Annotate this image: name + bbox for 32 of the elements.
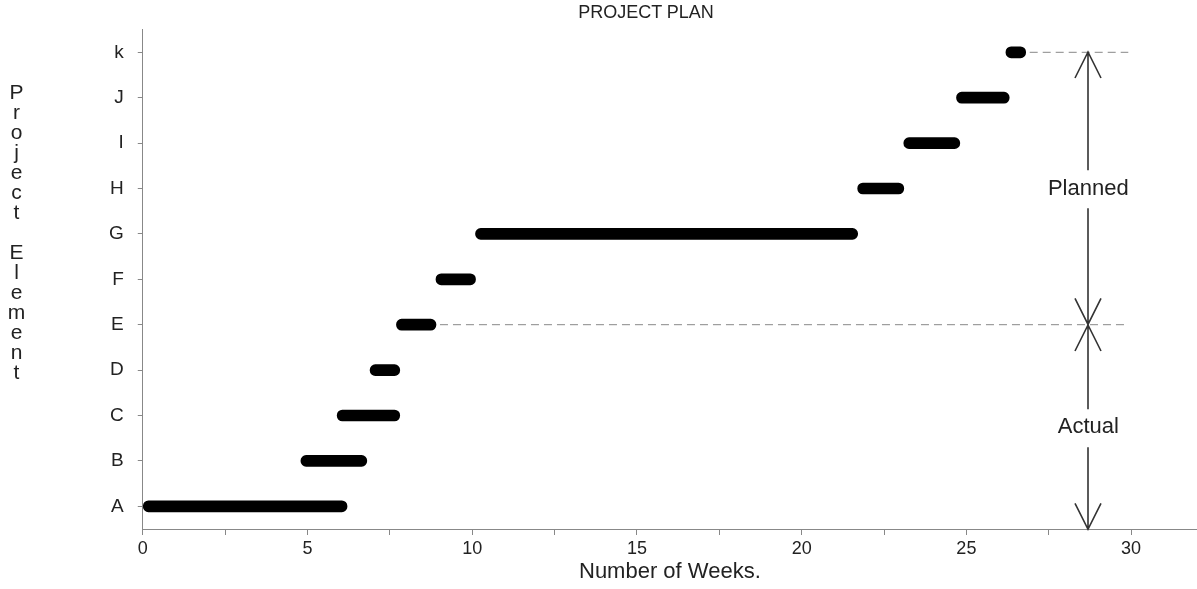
y-tick-label: C <box>110 403 124 425</box>
x-tick-label: 30 <box>1121 537 1142 558</box>
bar <box>956 91 1010 104</box>
y-tick-label: G <box>109 222 124 244</box>
annotation: Actual <box>1057 412 1119 438</box>
bar <box>300 455 368 467</box>
x-tick-label: 5 <box>302 537 313 558</box>
bar <box>475 228 858 240</box>
x-tick-label: 20 <box>791 537 812 558</box>
x-axis-title: Number of Weeks. <box>579 557 761 583</box>
x-tick-label: 10 <box>462 537 483 558</box>
y-tick-label: E <box>111 312 124 334</box>
y-tick-label: k <box>114 40 125 62</box>
y-tick-label: I <box>118 131 124 153</box>
y-tick-label: D <box>110 358 124 380</box>
bar <box>857 182 905 195</box>
bar <box>435 273 476 286</box>
x-tick-label: 25 <box>956 537 977 558</box>
y-tick-label: B <box>111 449 124 471</box>
y-axis-title: Project Element <box>5 80 28 380</box>
bar <box>903 137 961 149</box>
y-tick-label: H <box>110 176 124 198</box>
y-tick-label: F <box>112 267 124 289</box>
x-tick-label: 15 <box>626 537 647 558</box>
bar <box>396 318 437 331</box>
bar <box>336 409 401 422</box>
annotation: Planned <box>1047 174 1129 200</box>
chart-title: PROJECT PLAN <box>578 1 714 22</box>
x-tick-label: 0 <box>137 537 148 558</box>
y-tick-label: J <box>114 85 124 107</box>
y-tick-label: A <box>111 494 125 516</box>
bar <box>142 500 348 513</box>
